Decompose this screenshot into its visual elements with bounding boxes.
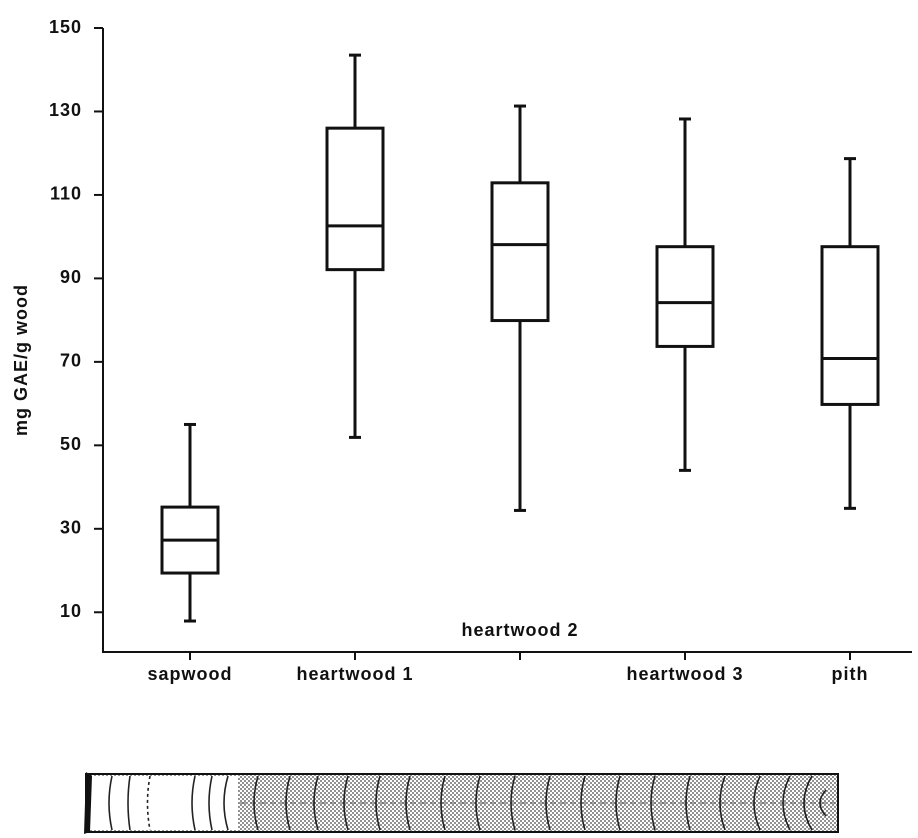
y-tick-label: 90: [60, 267, 82, 287]
x-tick-label: pith: [832, 664, 869, 684]
y-tick-label: 50: [60, 434, 82, 454]
box: [325, 126, 385, 272]
wood-core: [84, 772, 839, 834]
y-axis-label: mg GAE/g wood: [11, 284, 31, 436]
x-tick-label: heartwood 3: [626, 664, 743, 684]
x-tick-label: heartwood 1: [296, 664, 413, 684]
y-tick-label: 10: [60, 601, 82, 621]
box: [490, 181, 550, 323]
x-tick-label: sapwood: [147, 664, 232, 684]
y-tick-label: 70: [60, 351, 82, 371]
y-tick-label: 30: [60, 518, 82, 538]
y-tick-label: 110: [50, 184, 82, 204]
x-tick-label: heartwood 2: [461, 620, 578, 640]
y-tick-label: 150: [49, 17, 82, 37]
y-tick-label: 130: [49, 100, 82, 120]
box: [820, 245, 880, 406]
box: [655, 245, 715, 348]
